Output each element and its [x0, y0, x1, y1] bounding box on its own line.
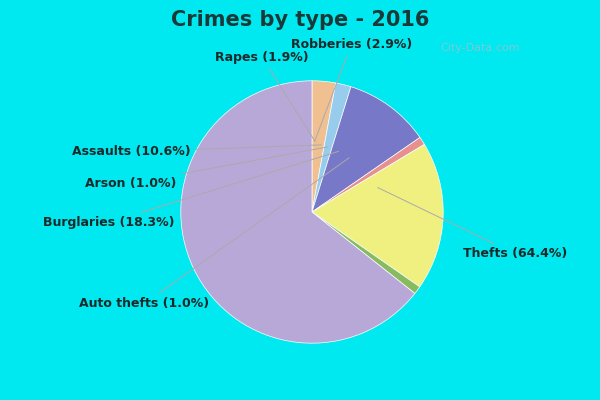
Wedge shape — [312, 212, 420, 294]
Text: Thefts (64.4%): Thefts (64.4%) — [378, 188, 568, 260]
Wedge shape — [312, 83, 351, 212]
Wedge shape — [312, 81, 336, 212]
Text: Rapes (1.9%): Rapes (1.9%) — [215, 51, 315, 142]
Text: Crimes by type - 2016: Crimes by type - 2016 — [171, 10, 429, 30]
Text: Robberies (2.9%): Robberies (2.9%) — [291, 38, 412, 141]
Text: Arson (1.0%): Arson (1.0%) — [85, 147, 328, 190]
Text: Burglaries (18.3%): Burglaries (18.3%) — [43, 151, 339, 229]
Wedge shape — [312, 87, 420, 212]
Wedge shape — [181, 81, 415, 343]
Text: Assaults (10.6%): Assaults (10.6%) — [71, 145, 321, 158]
Wedge shape — [312, 138, 424, 212]
Text: City-Data.com: City-Data.com — [440, 43, 520, 53]
Wedge shape — [312, 144, 443, 287]
Text: Auto thefts (1.0%): Auto thefts (1.0%) — [79, 158, 349, 310]
